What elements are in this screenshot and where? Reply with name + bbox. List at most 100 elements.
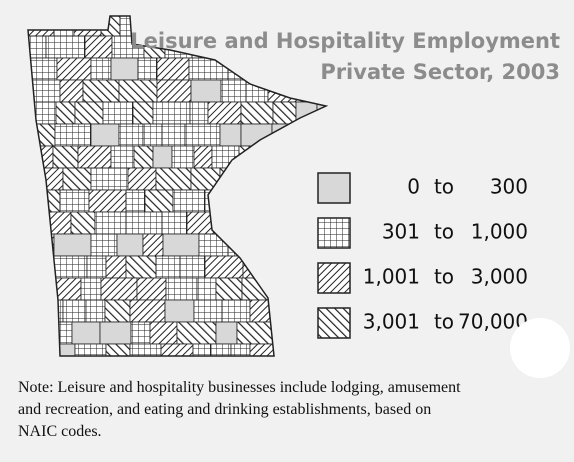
county bbox=[221, 299, 251, 323]
county bbox=[179, 255, 206, 279]
county bbox=[190, 167, 221, 191]
county bbox=[277, 167, 318, 191]
county bbox=[196, 277, 217, 301]
note-line: Note: Leisure and hospitality businesses… bbox=[18, 379, 461, 396]
county bbox=[238, 145, 269, 169]
county bbox=[118, 79, 158, 103]
note-line: and recreation, and eating and drinking … bbox=[18, 401, 431, 418]
county bbox=[116, 233, 144, 257]
county bbox=[28, 233, 55, 257]
county bbox=[104, 299, 131, 323]
county bbox=[70, 211, 96, 235]
county bbox=[149, 321, 178, 345]
county bbox=[162, 233, 200, 257]
county bbox=[28, 211, 49, 235]
county bbox=[45, 35, 86, 59]
county bbox=[250, 167, 279, 191]
legend-swatch bbox=[317, 307, 351, 339]
county bbox=[204, 255, 244, 279]
county bbox=[142, 123, 163, 147]
county bbox=[241, 277, 277, 301]
county bbox=[59, 79, 84, 103]
county bbox=[56, 57, 92, 81]
county bbox=[272, 101, 297, 125]
county bbox=[306, 343, 326, 356]
title-line: Private Sector, 2003 bbox=[320, 60, 560, 84]
county bbox=[86, 255, 107, 279]
county bbox=[28, 16, 55, 37]
county bbox=[252, 233, 288, 257]
county bbox=[99, 321, 132, 345]
county bbox=[296, 145, 318, 169]
county bbox=[161, 211, 188, 235]
county bbox=[144, 189, 174, 213]
county bbox=[236, 189, 260, 213]
county bbox=[71, 321, 101, 345]
county bbox=[118, 123, 144, 147]
county bbox=[88, 189, 127, 213]
county bbox=[272, 299, 304, 323]
county bbox=[52, 145, 79, 169]
county bbox=[295, 101, 318, 125]
county bbox=[270, 211, 298, 235]
county bbox=[90, 233, 118, 257]
county bbox=[129, 299, 166, 323]
county bbox=[189, 101, 209, 125]
legend-swatch bbox=[317, 172, 351, 204]
county bbox=[164, 299, 195, 323]
county bbox=[160, 343, 194, 356]
county bbox=[282, 189, 323, 213]
county bbox=[130, 321, 151, 345]
county bbox=[74, 343, 107, 356]
county bbox=[105, 255, 127, 279]
county bbox=[80, 277, 102, 301]
county bbox=[210, 343, 232, 356]
county bbox=[207, 101, 242, 125]
legend-swatch bbox=[317, 262, 351, 294]
county bbox=[94, 211, 127, 235]
county bbox=[176, 321, 217, 345]
county bbox=[236, 321, 274, 345]
county bbox=[102, 101, 134, 125]
county bbox=[277, 343, 308, 356]
county bbox=[54, 123, 92, 147]
legend-sep: to bbox=[434, 175, 454, 199]
county bbox=[171, 145, 195, 169]
county bbox=[84, 35, 113, 59]
county bbox=[100, 277, 138, 301]
county bbox=[133, 145, 154, 169]
county bbox=[28, 343, 45, 356]
legend-low: 0 bbox=[407, 175, 420, 199]
county bbox=[132, 101, 154, 125]
county bbox=[62, 299, 87, 323]
glare bbox=[510, 318, 570, 378]
legend-high: 70,000 bbox=[458, 310, 528, 334]
county bbox=[240, 101, 274, 125]
county bbox=[136, 277, 167, 301]
legend-swatch bbox=[317, 217, 351, 249]
county bbox=[193, 145, 213, 169]
county bbox=[90, 167, 129, 191]
county bbox=[184, 123, 221, 147]
county bbox=[51, 255, 88, 279]
county bbox=[59, 189, 90, 213]
county bbox=[219, 123, 242, 147]
county bbox=[155, 255, 181, 279]
county bbox=[152, 101, 191, 125]
county bbox=[277, 255, 303, 279]
county bbox=[53, 321, 73, 345]
county bbox=[215, 321, 238, 345]
county bbox=[227, 233, 254, 257]
county bbox=[286, 233, 311, 257]
legend-high: 3,000 bbox=[471, 265, 528, 289]
county bbox=[127, 167, 157, 191]
county bbox=[125, 189, 146, 213]
county bbox=[186, 211, 225, 235]
county bbox=[281, 57, 310, 81]
county bbox=[230, 343, 251, 356]
county bbox=[82, 79, 120, 103]
legend-low: 3,001 bbox=[363, 310, 420, 334]
legend-high: 300 bbox=[490, 175, 528, 199]
